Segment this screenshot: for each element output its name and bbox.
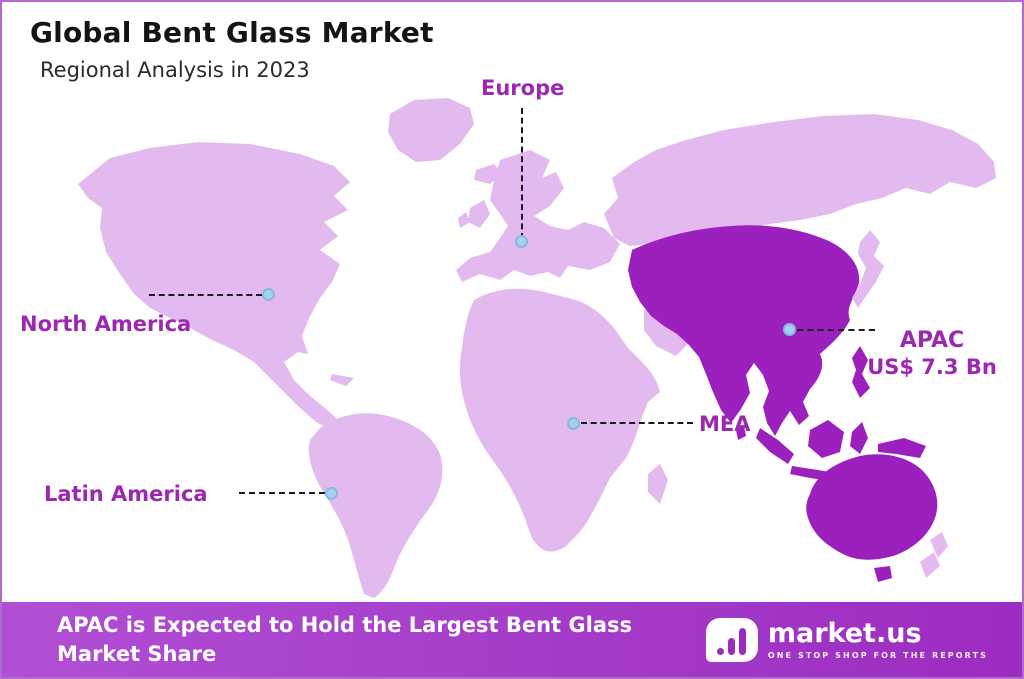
island-cuba [330, 374, 354, 386]
island-great-britain [468, 200, 490, 228]
marker-europe [515, 235, 528, 248]
island-philippines [852, 346, 870, 398]
label-apac: APAC [899, 328, 965, 353]
region-apac-mainland [628, 225, 860, 436]
marker-north-america [262, 288, 275, 301]
island-madagascar [648, 464, 668, 504]
continent-africa [459, 288, 660, 552]
marker-apac [783, 323, 796, 336]
marker-latin-america [325, 487, 338, 500]
continent-europe [456, 150, 620, 282]
label-mea: MEA [699, 412, 751, 436]
island-sumatra [756, 428, 794, 464]
banner-line2: Market Share [57, 641, 217, 666]
brand-name: market.us [767, 618, 922, 649]
brand-logo-icon [705, 617, 758, 662]
page-title: Global Bent Glass Market [30, 16, 434, 49]
island-new-guinea [878, 438, 926, 458]
bottom-banner: APAC is Expected to Hold the Largest Ben… [2, 602, 1022, 677]
continent-greenland [388, 98, 474, 162]
banner-line1: APAC is Expected to Hold the Largest Ben… [57, 612, 632, 637]
brand-tagline: ONE STOP SHOP FOR THE REPORTS [767, 651, 988, 660]
region-russia-north-asia [604, 114, 996, 246]
island-borneo [808, 420, 844, 458]
continent-australia [806, 454, 938, 560]
label-north-america: North America [20, 312, 192, 336]
brand-logo: market.us ONE STOP SHOP FOR THE REPORTS [705, 617, 988, 662]
island-japan [852, 230, 884, 308]
logo-bar-short [728, 637, 736, 655]
brand-text-block: market.us ONE STOP SHOP FOR THE REPORTS [767, 618, 988, 661]
leader-mea [581, 422, 693, 424]
island-sri-lanka [736, 426, 746, 440]
leader-latin-america [239, 492, 325, 494]
continent-north-america [78, 142, 350, 430]
page-subtitle: Regional Analysis in 2023 [40, 58, 310, 82]
marker-mea [567, 417, 580, 430]
logo-dot-shape [717, 647, 725, 655]
leader-apac [797, 329, 875, 331]
label-latin-america: Latin America [44, 482, 208, 506]
landmass-apac-group [628, 225, 938, 582]
label-europe: Europe [481, 76, 565, 100]
island-tasmania [874, 566, 892, 582]
continent-south-america [308, 413, 443, 598]
logo-bar-tall [739, 627, 747, 655]
leader-europe [521, 108, 523, 239]
label-apac-block: APAC US$ 7.3 Bn [858, 328, 1006, 380]
island-new-zealand-north [930, 532, 948, 558]
value-apac: US$ 7.3 Bn [867, 355, 997, 379]
island-ireland [458, 212, 470, 228]
leader-north-america [149, 294, 262, 296]
banner-text: APAC is Expected to Hold the Largest Ben… [57, 611, 632, 669]
island-new-zealand-south [920, 552, 940, 578]
island-sulawesi [850, 422, 868, 454]
landmass-light-overlay-group [852, 230, 948, 578]
